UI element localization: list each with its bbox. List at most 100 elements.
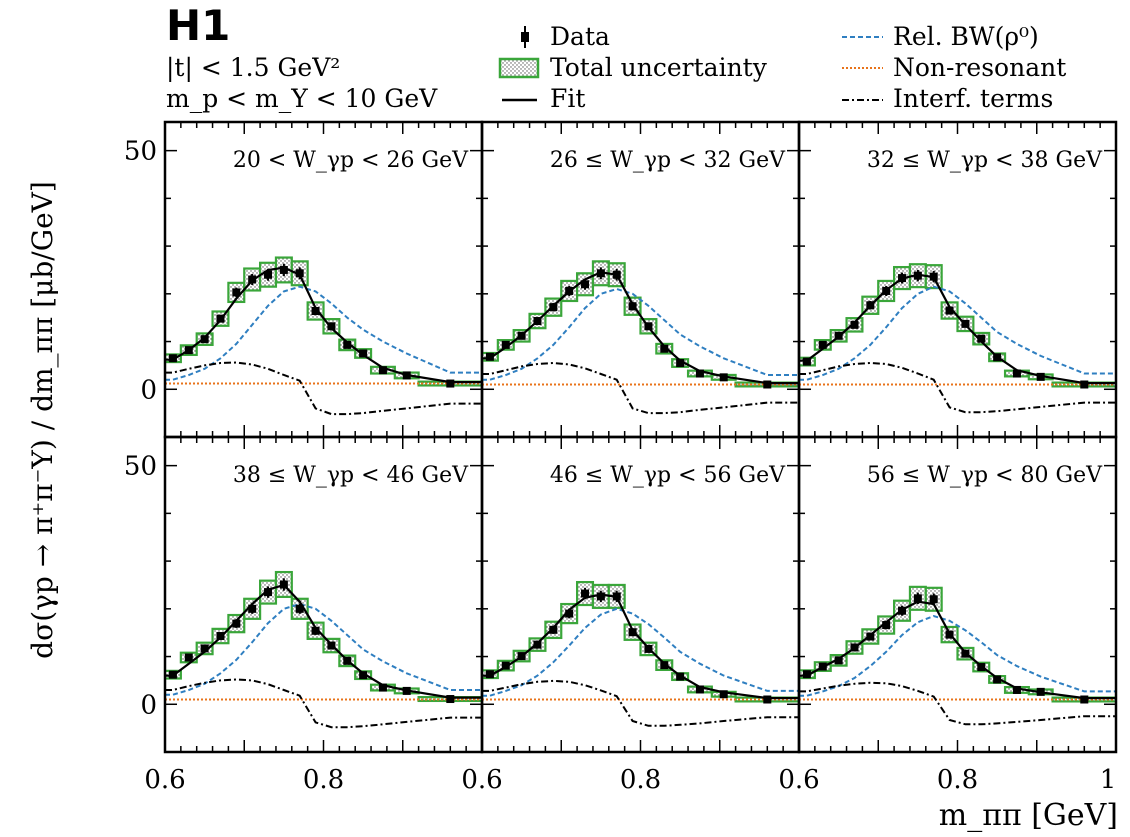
data-point [295,604,304,613]
panel-5: 46 ≤ W_γp < 56 GeV 0.6 0.8 [461,435,801,795]
data-point [533,317,542,326]
panel-plot-area [799,585,1116,726]
data-point [402,686,411,695]
data-point [676,359,685,368]
data-point [628,302,637,311]
panel-3: 32 ≤ W_γp < 38 GeV [797,120,1118,439]
header-line2: m_p < m_Y < 10 GeV [166,84,438,113]
x-tick-label: 0.6 [461,765,502,795]
data-point [168,670,177,679]
interference-curve [165,678,482,729]
data-point [850,320,859,329]
y-tick-label: 50 [124,452,157,482]
data-point [295,269,304,278]
interference-curve [482,679,799,727]
y-tick-label: 50 [124,137,157,167]
data-point [446,379,455,388]
data-point [446,695,455,704]
data-point [168,354,177,363]
x-tick-label: 0.8 [620,765,661,795]
data-point [802,670,811,679]
data-point [719,690,728,699]
data-point [311,307,320,315]
data-point [378,366,387,375]
interference-curve [799,681,1116,726]
interference-curve [165,361,482,416]
data-point [596,269,605,278]
rel-bw-curve [482,287,799,381]
data-point [264,270,273,279]
panel-2: 26 ≤ W_γp < 32 GeV [480,120,801,439]
data-point [628,628,637,637]
legend-nonres-label: Non-resonant [893,53,1066,82]
data-point [929,272,938,281]
legend-relbw-label: Rel. BW(ρ⁰) [893,22,1039,51]
legend-fit-label: Fit [550,84,585,113]
data-point [1080,380,1089,389]
data-point [1036,687,1045,696]
data-point [232,288,241,297]
data-point [184,653,193,662]
panel-plot-area [799,263,1116,414]
data-point [359,349,368,358]
data-point [945,630,954,639]
data-point [1080,695,1089,704]
data-point [359,671,368,680]
data-point [993,675,1002,684]
rel-bw-curve [799,285,1116,381]
data-point [581,589,590,598]
panel-plot-area [165,256,482,416]
data-point [232,619,241,628]
data-point [644,322,653,331]
data-point [913,271,922,280]
data-point [818,340,827,349]
data-point [913,594,922,603]
data-point [977,334,986,343]
data-point [1012,369,1021,378]
header-line1: |t| < 1.5 GeV² [166,53,340,83]
legend-uncertainty-label: Total uncertainty [550,53,768,82]
data-point [184,346,193,355]
data-point [993,353,1002,362]
panel-label: 26 ≤ W_γp < 32 GeV [550,148,786,173]
x-tick-label: 0.6 [778,765,819,795]
data-point [763,695,772,704]
data-point [977,663,986,672]
data-point [898,606,907,615]
data-point [343,656,352,665]
panel-4: 38 ≤ W_γp < 46 GeV 0 50 0.6 0.8 [124,435,484,795]
data-point [882,621,891,630]
data-point [264,588,273,597]
panel-plot-area [165,570,482,729]
panel-label: 38 ≤ W_γp < 46 GeV [233,463,469,488]
legend-data-marker [521,26,529,48]
data-point [1012,685,1021,694]
data-point [961,649,970,658]
h1-logo: H1 [166,1,230,50]
data-point [327,641,336,650]
data-point [695,685,704,694]
data-point [248,275,257,284]
panel-plot-area [482,580,799,727]
data-point [898,274,907,283]
data-point [200,644,209,653]
rel-bw-curve [165,285,482,381]
data-point [660,344,669,353]
legend-interf-label: Interf. terms [893,84,1053,113]
data-point [216,632,225,641]
data-point [834,331,843,340]
data-point [402,371,411,380]
data-point [501,340,510,349]
panel-6: 56 ≤ W_γp < 80 GeV 0.6 0.8 1 [778,435,1118,795]
data-point [850,643,859,652]
data-point [327,322,336,331]
data-point [818,662,827,671]
panel-label: 46 ≤ W_γp < 56 GeV [550,463,786,488]
y-tick-label: 0 [140,375,157,405]
data-point [834,656,843,665]
data-point [719,373,728,382]
data-point [517,652,526,661]
data-point [343,340,352,349]
rel-bw-curve [482,607,799,697]
data-point [517,331,526,340]
